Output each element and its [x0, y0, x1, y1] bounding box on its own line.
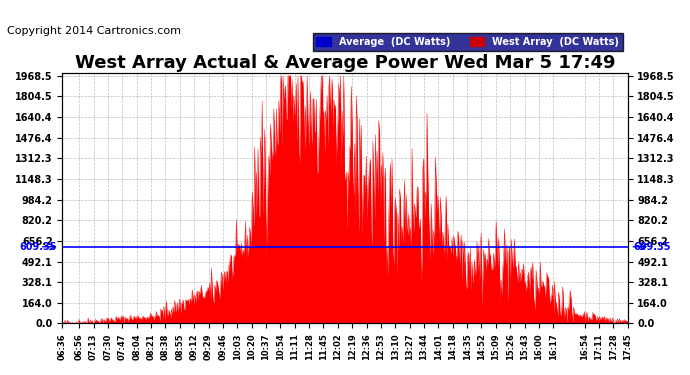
Text: 609.35: 609.35	[633, 242, 671, 252]
Title: West Array Actual & Average Power Wed Mar 5 17:49: West Array Actual & Average Power Wed Ma…	[75, 54, 615, 72]
Text: 609.35: 609.35	[19, 242, 57, 252]
Text: Copyright 2014 Cartronics.com: Copyright 2014 Cartronics.com	[7, 26, 181, 36]
Legend: Average  (DC Watts), West Array  (DC Watts): Average (DC Watts), West Array (DC Watts…	[313, 33, 623, 51]
